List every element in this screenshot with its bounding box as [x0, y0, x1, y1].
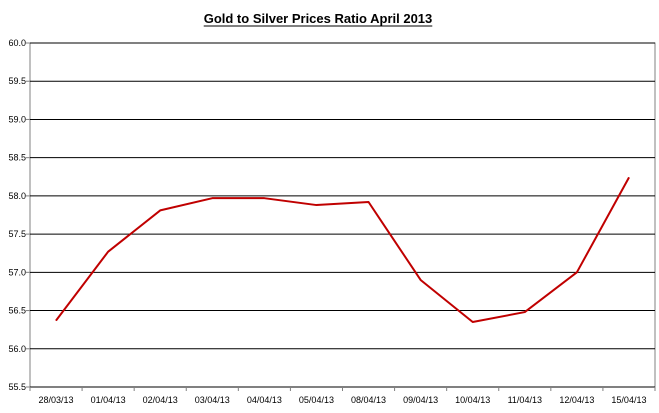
y-tick-label: 58.0 — [8, 191, 26, 201]
x-axis: 28/03/13 01/04/13 02/04/13 03/04/13 04/04/13… — [29, 387, 656, 405]
x-tick-label: 10/04/13 — [455, 395, 490, 405]
x-tick-label: 01/04/13 — [91, 395, 126, 405]
data-point — [472, 321, 474, 323]
x-tick-label: 28/03/13 — [39, 395, 74, 405]
y-tick-label: 60.0 — [8, 38, 26, 48]
plot-area — [29, 42, 656, 388]
y-tick-label: 56.5 — [8, 306, 26, 316]
series-layer — [55, 177, 630, 324]
data-point — [368, 201, 370, 203]
x-tick-label: 15/04/13 — [611, 395, 646, 405]
series-line-0 — [55, 177, 630, 324]
data-point — [524, 311, 526, 313]
data-point — [628, 177, 630, 179]
y-tick-label: 58.5 — [8, 153, 26, 163]
y-tick-label: 57.0 — [8, 267, 26, 277]
x-tick-label: 11/04/13 — [508, 395, 542, 405]
y-tick-label: 56.0 — [8, 344, 26, 354]
chart-title: Gold to Silver Prices Ratio April 2013 — [204, 11, 433, 26]
data-point — [420, 279, 422, 281]
y-axis: 55.5 56.0 56.5 57.0 57.5 58.0 58.5 59.0 59.5 60.0 — [8, 38, 30, 392]
y-tick-label: 59.0 — [8, 114, 26, 124]
x-tick-label: 03/04/13 — [195, 395, 230, 405]
x-tick-label: 08/04/13 — [351, 395, 386, 405]
data-point — [107, 251, 109, 253]
data-point — [576, 271, 578, 273]
x-tick-label: 05/04/13 — [299, 395, 334, 405]
x-tick-label: 12/04/13 — [559, 395, 594, 405]
data-point — [159, 209, 161, 211]
data-point — [315, 204, 317, 206]
x-tick-label: 04/04/13 — [247, 395, 282, 405]
x-tick-label: 09/04/13 — [403, 395, 438, 405]
data-point — [55, 319, 57, 321]
data-point — [263, 197, 265, 199]
data-point — [211, 197, 213, 199]
y-tick-label: 57.5 — [8, 229, 26, 239]
y-tick-label: 59.5 — [8, 76, 26, 86]
x-tick-label: 02/04/13 — [143, 395, 178, 405]
y-tick-label: 55.5 — [8, 382, 26, 392]
